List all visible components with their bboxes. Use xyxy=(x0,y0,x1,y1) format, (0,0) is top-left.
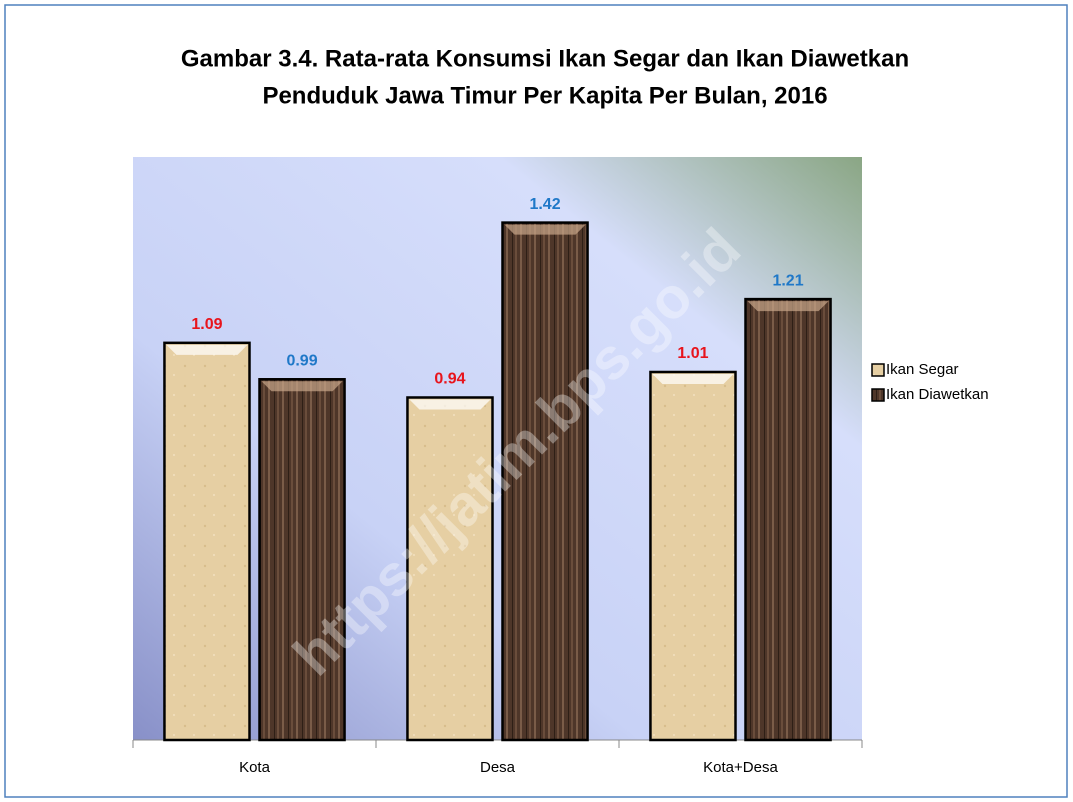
data-label: 1.42 xyxy=(529,196,560,213)
bar xyxy=(649,370,737,742)
x-tick-label: Kota xyxy=(239,759,271,776)
bar xyxy=(501,221,589,742)
legend-swatch xyxy=(871,363,885,377)
bar-bevel xyxy=(166,344,248,355)
bar xyxy=(406,396,494,742)
data-label: 1.21 xyxy=(772,272,803,289)
bar-bevel xyxy=(504,224,586,235)
chart-title: Gambar 3.4. Rata-rata Konsumsi Ikan Sega… xyxy=(181,45,909,72)
bar-bevel xyxy=(747,301,829,312)
plot-area xyxy=(133,157,862,740)
x-tick-label: Kota+Desa xyxy=(703,759,778,776)
chart-subtitle: Penduduk Jawa Timur Per Kapita Per Bulan… xyxy=(262,82,827,109)
data-label: 1.09 xyxy=(191,316,222,333)
bar-bevel xyxy=(409,399,491,410)
data-label: 0.99 xyxy=(286,352,317,369)
data-label: 0.94 xyxy=(434,371,465,388)
bar xyxy=(163,341,251,742)
legend-label: Ikan Diawetkan xyxy=(886,386,989,403)
x-tick-label: Desa xyxy=(480,759,516,776)
bar-bevel xyxy=(261,381,343,392)
legend-swatch xyxy=(871,388,885,402)
bar xyxy=(744,297,832,742)
legend-label: Ikan Segar xyxy=(886,361,959,378)
bar-bevel xyxy=(652,373,734,384)
data-label: 1.01 xyxy=(677,345,708,362)
bar xyxy=(258,378,346,742)
